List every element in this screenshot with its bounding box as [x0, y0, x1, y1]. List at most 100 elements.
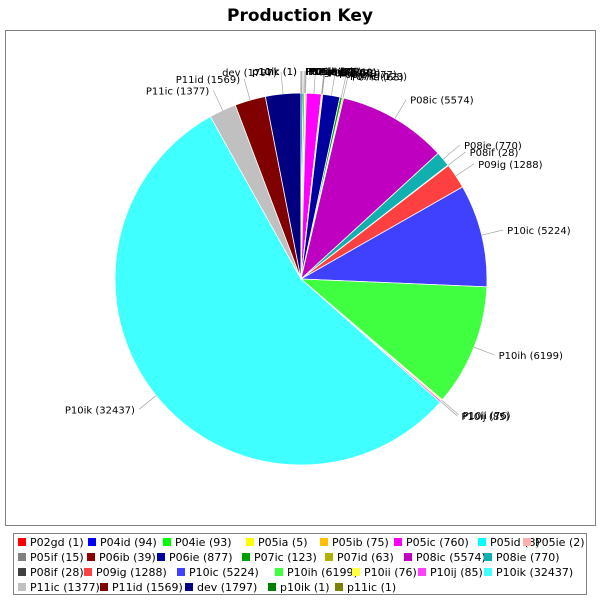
slice-label-p05ia: P05ia (5): [309, 67, 354, 78]
legend-label: P04ie (93): [175, 536, 232, 549]
slice-label-p09ig: P09ig (1288): [478, 160, 542, 171]
slice-label-p11ic: p11ic (1): [252, 67, 297, 78]
legend-swatch: [88, 538, 96, 546]
legend-swatch: [418, 568, 426, 576]
legend-label: P08if (28): [30, 566, 84, 579]
leader-line-p06ie: [331, 73, 336, 96]
legend-swatch: [335, 583, 343, 591]
leader-line-p08ic: [394, 99, 407, 119]
label-leader-lines: [138, 70, 504, 417]
slice-label-p10ii: P10ii (76): [463, 411, 511, 422]
legend-swatch: [484, 568, 492, 576]
leader-line-p10ik: [138, 395, 157, 410]
leader-line-p05if: [321, 72, 325, 95]
leader-line-p05ic: [313, 71, 316, 94]
legend-item-p10ij: P10ij (85): [418, 566, 483, 579]
slice-label-p05ic: P05ic (760): [319, 68, 376, 79]
legend-label: P02gd (1): [30, 536, 84, 549]
legend-label: p10ik (1): [280, 581, 330, 594]
legend-swatch: [163, 538, 171, 546]
slice-labels: P02gd (1)P04id (94)P04ie (93)P05ia (5)P0…: [65, 67, 571, 423]
pie-slices: [114, 92, 488, 466]
pie-chart: P02gd (1)P04id (94)P04ie (93)P05ia (5)P0…: [65, 67, 571, 466]
leader-line-p09ig: [455, 163, 475, 177]
legend-swatch: [242, 553, 250, 561]
legend-item-p05ia: P05ia (5): [246, 536, 308, 549]
slice-label-p04ie: P04ie (93): [308, 67, 359, 78]
legend-swatch: [246, 538, 254, 546]
slice-label-p05id: P05id (8): [328, 68, 373, 79]
legend-item-dev: dev (1797): [185, 581, 257, 594]
legend-swatch: [478, 538, 486, 546]
leader-line-p11id: [243, 78, 251, 101]
leader-line-p11ic: [213, 90, 223, 111]
slice-label-p11id: P11id (1569): [176, 75, 240, 86]
legend-item-p10ii: P10ii (76): [352, 566, 417, 579]
legend-swatch: [84, 568, 92, 576]
legend-label: P11ic (1377): [30, 581, 100, 594]
legend: P02gd (1) P04id (94) P04ie (93) P05ia (5) P0…: [13, 533, 587, 595]
legend-swatch: [484, 553, 492, 561]
legend-label: P05ia (5): [258, 536, 308, 549]
slice-label-p02gd: P02gd (1): [305, 67, 354, 78]
leader-line-p10ih: [473, 346, 495, 356]
legend-item-p05ie: P05ie (2): [523, 536, 585, 549]
legend-label: P07ic (123): [254, 551, 317, 564]
pie-slice-p10ic: [299, 186, 488, 288]
legend-label: P10ih (6199): [287, 566, 358, 579]
legend-item-p06ib: P06ib (39): [87, 551, 156, 564]
legend-item-p04id: P04id (94): [88, 536, 157, 549]
leader-line-p10ij: [440, 401, 458, 417]
leader-line-p07ic: [340, 75, 347, 98]
legend-item-p05ic: P05ic (760): [394, 536, 469, 549]
slice-label-p08ie: P08ie (770): [464, 141, 522, 152]
legend-swatch: [325, 553, 333, 561]
slice-label-p05ib: P05ib (75): [310, 67, 362, 78]
legend-item-p08ie: P08ie (770): [484, 551, 560, 564]
slice-label-p08ic: P08ic (5574): [410, 96, 474, 107]
plot-area: P02gd (1) P04id (94) P04ie (93) P05ia (5) P0…: [5, 30, 596, 526]
legend-swatch: [352, 568, 360, 576]
legend-label: P11id (1569): [112, 581, 183, 594]
legend-label: P10ic (5224): [189, 566, 259, 579]
leader-line-p08ie: [443, 144, 461, 160]
legend-label: P05ic (760): [406, 536, 469, 549]
legend-item-p08if: P08if (28): [18, 566, 84, 579]
slice-label-p11ic: P11ic (1377): [146, 86, 210, 97]
legend-item-p05if: P05if (15): [18, 551, 84, 564]
legend-label: P06ib (39): [99, 551, 156, 564]
legend-item-p10ik: p10ik (1): [268, 581, 329, 594]
legend-item-p10ik: P10ik (32437): [484, 566, 573, 579]
legend-item-p08ic: P08ic (5574): [404, 551, 486, 564]
legend-item-p10ih: P10ih (6199): [275, 566, 358, 579]
legend-label: P10ik (32437): [496, 566, 574, 579]
legend-swatch: [18, 583, 26, 591]
legend-swatch: [185, 583, 193, 591]
legend-item-p10ic: P10ic (5224): [177, 566, 259, 579]
legend-swatch: [275, 568, 283, 576]
leader-line-p10ic: [481, 229, 504, 236]
legend-swatch: [100, 583, 108, 591]
legend-item-p07ic: P07ic (123): [242, 551, 317, 564]
legend-label: P05if (15): [30, 551, 84, 564]
slice-label-p04id: P04id (94): [306, 67, 358, 78]
slice-label-p10ik: p10ik (1): [252, 67, 297, 78]
legend-swatch: [394, 538, 402, 546]
slice-label-p08if: P08if (28): [470, 148, 519, 159]
legend-label: P08ie (770): [496, 551, 560, 564]
legend-label: P04id (94): [100, 536, 157, 549]
legend-swatch: [18, 553, 26, 561]
slice-label-p05ie: P05ie (2): [328, 68, 373, 79]
legend-item-p05ib: P05ib (75): [320, 536, 389, 549]
legend-item-p11ic: p11ic (1): [335, 581, 396, 594]
legend-item-p06ie: P06ie (877): [157, 551, 233, 564]
pie-slice-p10ih: [299, 278, 488, 401]
legend-label: P10ii (76): [364, 566, 417, 579]
chart-title: Production Key: [226, 6, 373, 26]
legend-swatch: [523, 538, 531, 546]
slice-label-p07id: P07id (63): [352, 72, 404, 83]
legend-label: p11ic (1): [347, 581, 397, 594]
slice-label-dev: dev (1797): [222, 68, 277, 79]
legend-swatch: [18, 538, 26, 546]
legend-swatch: [157, 553, 165, 561]
